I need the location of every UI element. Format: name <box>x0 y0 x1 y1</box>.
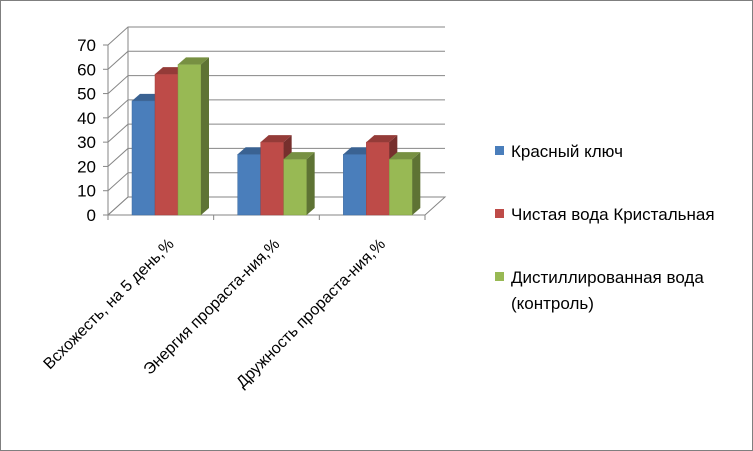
legend-label: Красный ключ <box>511 142 623 161</box>
bar-top <box>283 152 315 160</box>
gridline <box>107 26 445 46</box>
gridlines <box>107 26 445 192</box>
bar-top <box>260 135 292 143</box>
bar-front <box>237 154 261 216</box>
legend: Красный ключ Чистая вода Кристальная Дисти… <box>495 142 715 313</box>
bar <box>283 152 315 216</box>
bar <box>177 57 209 216</box>
legend-label: (контроль) <box>511 294 594 313</box>
bar-top <box>366 135 398 143</box>
bar-side <box>412 152 421 215</box>
gridline <box>107 123 445 143</box>
legend-item: Дистиллированная вода (контроль) <box>495 268 704 313</box>
bar-front <box>260 141 284 216</box>
legend-label: Дистиллированная вода <box>511 268 704 287</box>
bar-front <box>283 158 307 216</box>
gridline <box>107 99 445 119</box>
x-axis-labels: Всхожесть, на 5 день,%Энергия прораста-н… <box>41 236 389 392</box>
bar <box>389 152 421 216</box>
gridline <box>107 50 445 70</box>
y-tick-label: 70 <box>77 36 96 55</box>
bars <box>131 57 421 216</box>
y-tick-label: 40 <box>77 109 96 128</box>
y-tick-label: 60 <box>77 60 96 79</box>
bar-front <box>366 141 390 216</box>
y-tick-label: 50 <box>77 85 96 104</box>
side-wall <box>107 27 129 216</box>
gridline <box>107 75 445 94</box>
y-axis-ticks: 0 10 20 30 40 50 60 70 <box>77 36 426 225</box>
y-tick-label: 10 <box>77 182 96 201</box>
legend-label: Чистая вода Кристальная <box>511 205 715 224</box>
y-tick-label: 30 <box>77 133 96 152</box>
bar-side <box>306 152 315 215</box>
legend-item: Чистая вода Кристальная <box>495 205 715 224</box>
gridline <box>107 147 445 167</box>
legend-swatch <box>495 272 504 281</box>
legend-item: Красный ключ <box>495 142 623 161</box>
bar-front <box>389 158 413 216</box>
legend-swatch <box>495 209 504 218</box>
y-tick-label: 0 <box>87 206 96 225</box>
bar-front <box>154 73 179 216</box>
legend-swatch <box>495 146 504 155</box>
bar-front <box>177 64 202 216</box>
y-tick-label: 20 <box>77 157 96 176</box>
bar-side <box>201 57 209 215</box>
bar-top <box>178 57 209 65</box>
bar-top <box>389 152 421 160</box>
bar-front <box>131 100 156 216</box>
bar-front <box>343 154 367 216</box>
gridline <box>107 172 445 192</box>
